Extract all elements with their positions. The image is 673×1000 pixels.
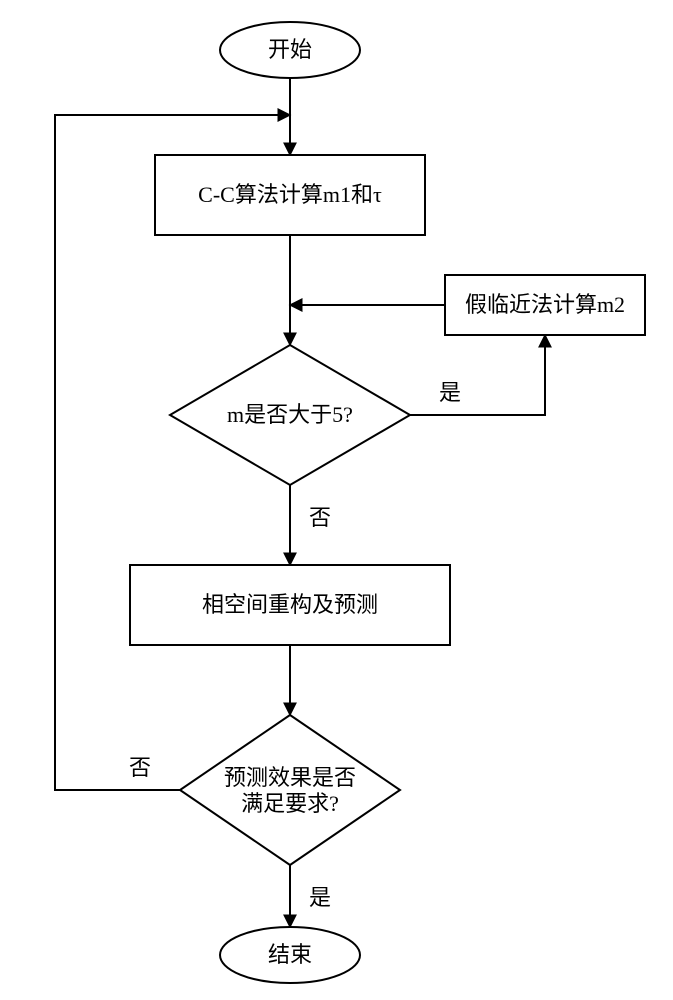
edge-label: 是 (309, 885, 331, 910)
edge (410, 335, 545, 415)
edge-label: 否 (129, 755, 151, 780)
process-reconstruct-label: 相空间重构及预测 (202, 592, 378, 617)
end-label: 结束 (268, 942, 312, 967)
process-m2-label: 假临近法计算m2 (465, 292, 625, 317)
process-cc-label: C-C算法计算m1和τ (198, 182, 382, 207)
decision-result-label-2: 满足要求? (241, 791, 339, 816)
edge-label: 否 (309, 505, 331, 530)
start-label: 开始 (268, 37, 312, 62)
edge-label: 是 (439, 380, 461, 405)
decision-result-label-1: 预测效果是否 (224, 765, 356, 790)
decision-m-label: m是否大于5? (227, 402, 353, 427)
nodes (130, 22, 645, 983)
